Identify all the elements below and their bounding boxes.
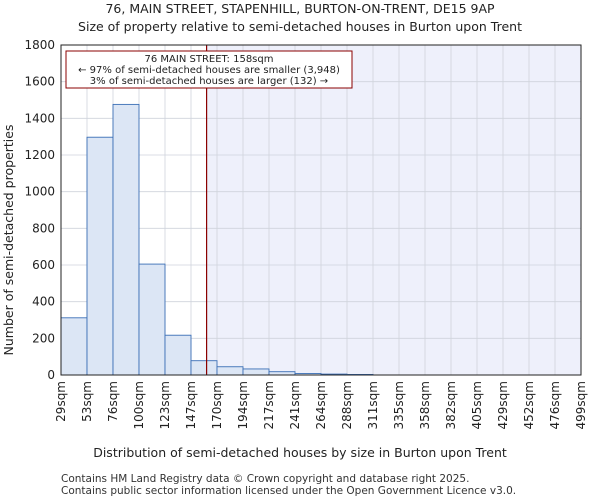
- annotation-box: [65, 50, 353, 89]
- x-tick-429sqm: 429sqm: [496, 381, 510, 429]
- bar-76sqm: [112, 103, 140, 376]
- y-axis-label: Number of semi-detached properties: [1, 125, 16, 356]
- y-tick-1600: 1600: [24, 75, 55, 89]
- x-tick-241sqm: 241sqm: [288, 381, 302, 429]
- x-tick-147sqm: 147sqm: [184, 381, 198, 429]
- x-tick-100sqm: 100sqm: [132, 381, 146, 429]
- bar-53sqm: [86, 136, 114, 376]
- x-tick-288sqm: 288sqm: [340, 381, 354, 429]
- x-tick-405sqm: 405sqm: [470, 381, 484, 429]
- footer-line-1: Contains HM Land Registry data © Crown c…: [61, 473, 469, 485]
- plot-shaded-region: [206, 45, 581, 375]
- x-tick-476sqm: 476sqm: [548, 381, 562, 429]
- x-tick-335sqm: 335sqm: [392, 381, 406, 429]
- chart-title: 76, MAIN STREET, STAPENHILL, BURTON-ON-T…: [105, 1, 495, 16]
- x-tick-53sqm: 53sqm: [80, 381, 94, 422]
- x-tick-76sqm: 76sqm: [106, 381, 120, 422]
- y-tick-labels: 0 200 400 600 800 1000 1200 1400 1600 1800: [24, 38, 55, 382]
- x-tick-123sqm: 123sqm: [158, 381, 172, 429]
- plot-frame: [60, 44, 582, 376]
- y-tick-1200: 1200: [24, 148, 55, 162]
- annotation-line-1: 76 MAIN STREET: 158sqm: [145, 54, 274, 65]
- x-tick-264sqm: 264sqm: [314, 381, 328, 429]
- bar-147sqm: [190, 360, 218, 376]
- bar-29sqm: [60, 317, 88, 376]
- annotation-line-3: 3% of semi-detached houses are larger (1…: [90, 76, 328, 87]
- x-tick-499sqm: 499sqm: [574, 381, 588, 429]
- x-tick-194sqm: 194sqm: [236, 381, 250, 429]
- x-tick-170sqm: 170sqm: [210, 381, 224, 429]
- x-tick-358sqm: 358sqm: [418, 381, 432, 429]
- x-tick-217sqm: 217sqm: [262, 381, 276, 429]
- x-tick-29sqm: 29sqm: [54, 381, 68, 422]
- y-tick-1400: 1400: [24, 111, 55, 125]
- bar-123sqm: [164, 334, 192, 376]
- y-tick-800: 800: [32, 221, 55, 235]
- x-axis-label: Distribution of semi-detached houses by …: [93, 445, 507, 460]
- annotation-line-2: ← 97% of semi-detached houses are smalle…: [78, 65, 340, 76]
- bar-170sqm: [216, 366, 244, 376]
- bar-100sqm: [138, 263, 166, 376]
- y-tick-1800: 1800: [24, 38, 55, 52]
- y-tick-600: 600: [32, 258, 55, 272]
- y-tick-0: 0: [47, 368, 55, 382]
- x-tick-311sqm: 311sqm: [366, 381, 380, 429]
- y-tick-1000: 1000: [24, 185, 55, 199]
- y-tick-200: 200: [32, 331, 55, 345]
- bar-194sqm: [242, 368, 270, 376]
- y-tick-400: 400: [32, 295, 55, 309]
- x-tick-452sqm: 452sqm: [522, 381, 536, 429]
- x-tick-382sqm: 382sqm: [444, 381, 458, 429]
- chart-subtitle: Size of property relative to semi-detach…: [78, 19, 522, 34]
- footer-line-2: Contains public sector information licen…: [61, 485, 516, 497]
- x-tick-labels: 29sqm 53sqm 76sqm 100sqm 123sqm 147sqm 170sqm 1…: [54, 381, 588, 429]
